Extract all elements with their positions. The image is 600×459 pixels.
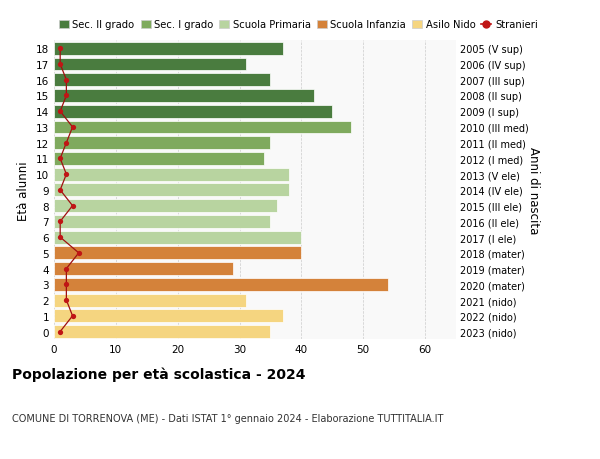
- Bar: [54, 215, 271, 228]
- Bar: [54, 74, 271, 87]
- Bar: [54, 153, 264, 166]
- Bar: [54, 90, 314, 103]
- Text: COMUNE DI TORRENOVA (ME) - Dati ISTAT 1° gennaio 2024 - Elaborazione TUTTITALIA.: COMUNE DI TORRENOVA (ME) - Dati ISTAT 1°…: [12, 413, 443, 423]
- Bar: [54, 106, 332, 118]
- Bar: [54, 137, 271, 150]
- Bar: [54, 278, 388, 291]
- Bar: [54, 294, 246, 307]
- Bar: [54, 200, 277, 213]
- Bar: [54, 121, 351, 134]
- Bar: [54, 58, 246, 71]
- Bar: [54, 168, 289, 181]
- Y-axis label: Anni di nascita: Anni di nascita: [527, 147, 540, 234]
- Bar: [54, 184, 289, 197]
- Bar: [54, 247, 301, 260]
- Bar: [54, 310, 283, 323]
- Bar: [54, 43, 283, 56]
- Legend: Sec. II grado, Sec. I grado, Scuola Primaria, Scuola Infanzia, Asilo Nido, Stran: Sec. II grado, Sec. I grado, Scuola Prim…: [59, 20, 538, 30]
- Bar: [54, 325, 271, 338]
- Y-axis label: Età alunni: Età alunni: [17, 161, 31, 220]
- Bar: [54, 263, 233, 275]
- Text: Popolazione per età scolastica - 2024: Popolazione per età scolastica - 2024: [12, 367, 305, 382]
- Bar: [54, 231, 301, 244]
